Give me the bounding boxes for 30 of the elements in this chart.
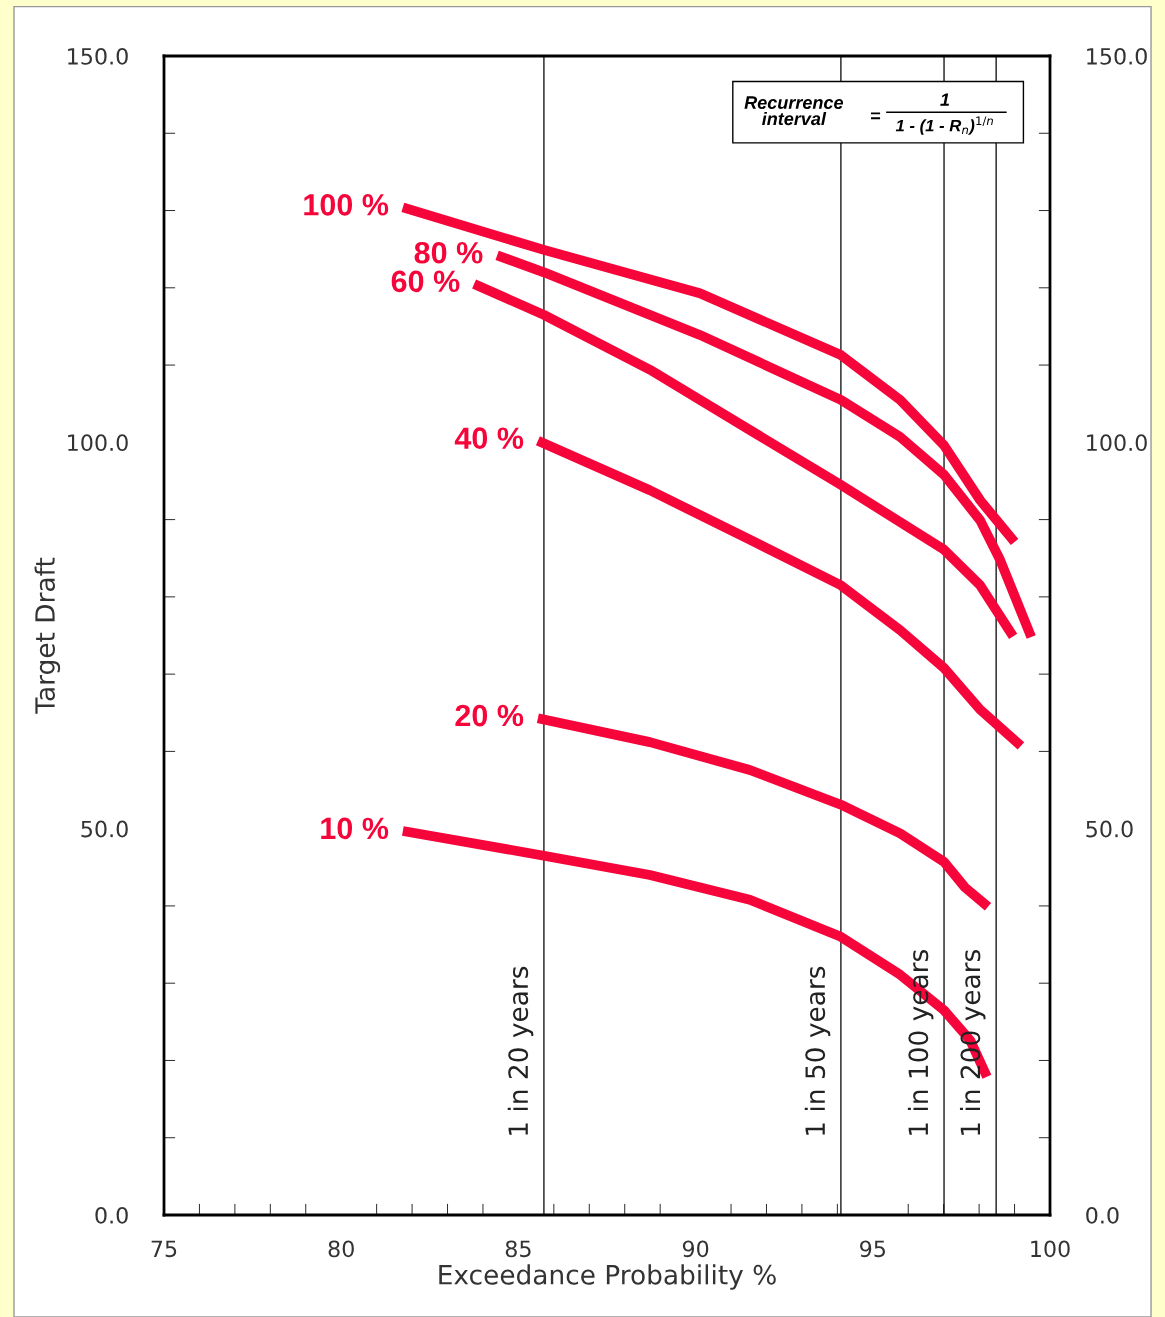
annotation: = — [871, 112, 881, 120]
series-label: 60 % — [391, 270, 460, 293]
y-tick-label: 150.0 — [68, 47, 128, 65]
x-tick-label: 85 — [505, 1240, 531, 1258]
y2-tick-label: 150.0 — [1087, 47, 1147, 65]
x-tick-label: 80 — [328, 1240, 354, 1258]
y-tick-label: 100.0 — [68, 434, 128, 452]
x-tick-label: 90 — [682, 1240, 709, 1258]
x-tick-label: 100 — [1031, 1240, 1070, 1258]
annotation: 1 - (1 - R$_{n}$)$^{1/n}$ — [895, 116, 993, 135]
series-label: 10 % — [321, 817, 389, 840]
series-label: 40 % — [454, 427, 524, 449]
series-label: 80 % — [414, 241, 483, 264]
x-tick-label: 95 — [860, 1240, 885, 1258]
ref-line-label: 1 in 50 years — [804, 966, 831, 1135]
ref-line-label: 1 in 200 years — [959, 950, 986, 1135]
x-tick-label: 75 — [151, 1240, 177, 1258]
x-axis-title: Exceedance Probability % — [439, 1264, 776, 1290]
ref-line-label: 1 in 100 years — [907, 950, 934, 1135]
series-label: 100 % — [304, 194, 389, 216]
y-axis-title: Target Draft — [34, 557, 61, 714]
y-tick-label: 0.0 — [95, 1206, 128, 1224]
y2-tick-label: 50.0 — [1086, 820, 1133, 838]
series-label: 20 % — [455, 704, 524, 727]
y2-tick-label: 100.0 — [1087, 434, 1147, 452]
ref-line-label: 1 in 20 years — [507, 966, 534, 1135]
y2-tick-label: 0.0 — [1086, 1206, 1119, 1224]
annotation: 1 — [940, 93, 950, 106]
y-tick-label: 50.0 — [81, 820, 128, 838]
annotation: Recurrence interval — [744, 96, 844, 126]
